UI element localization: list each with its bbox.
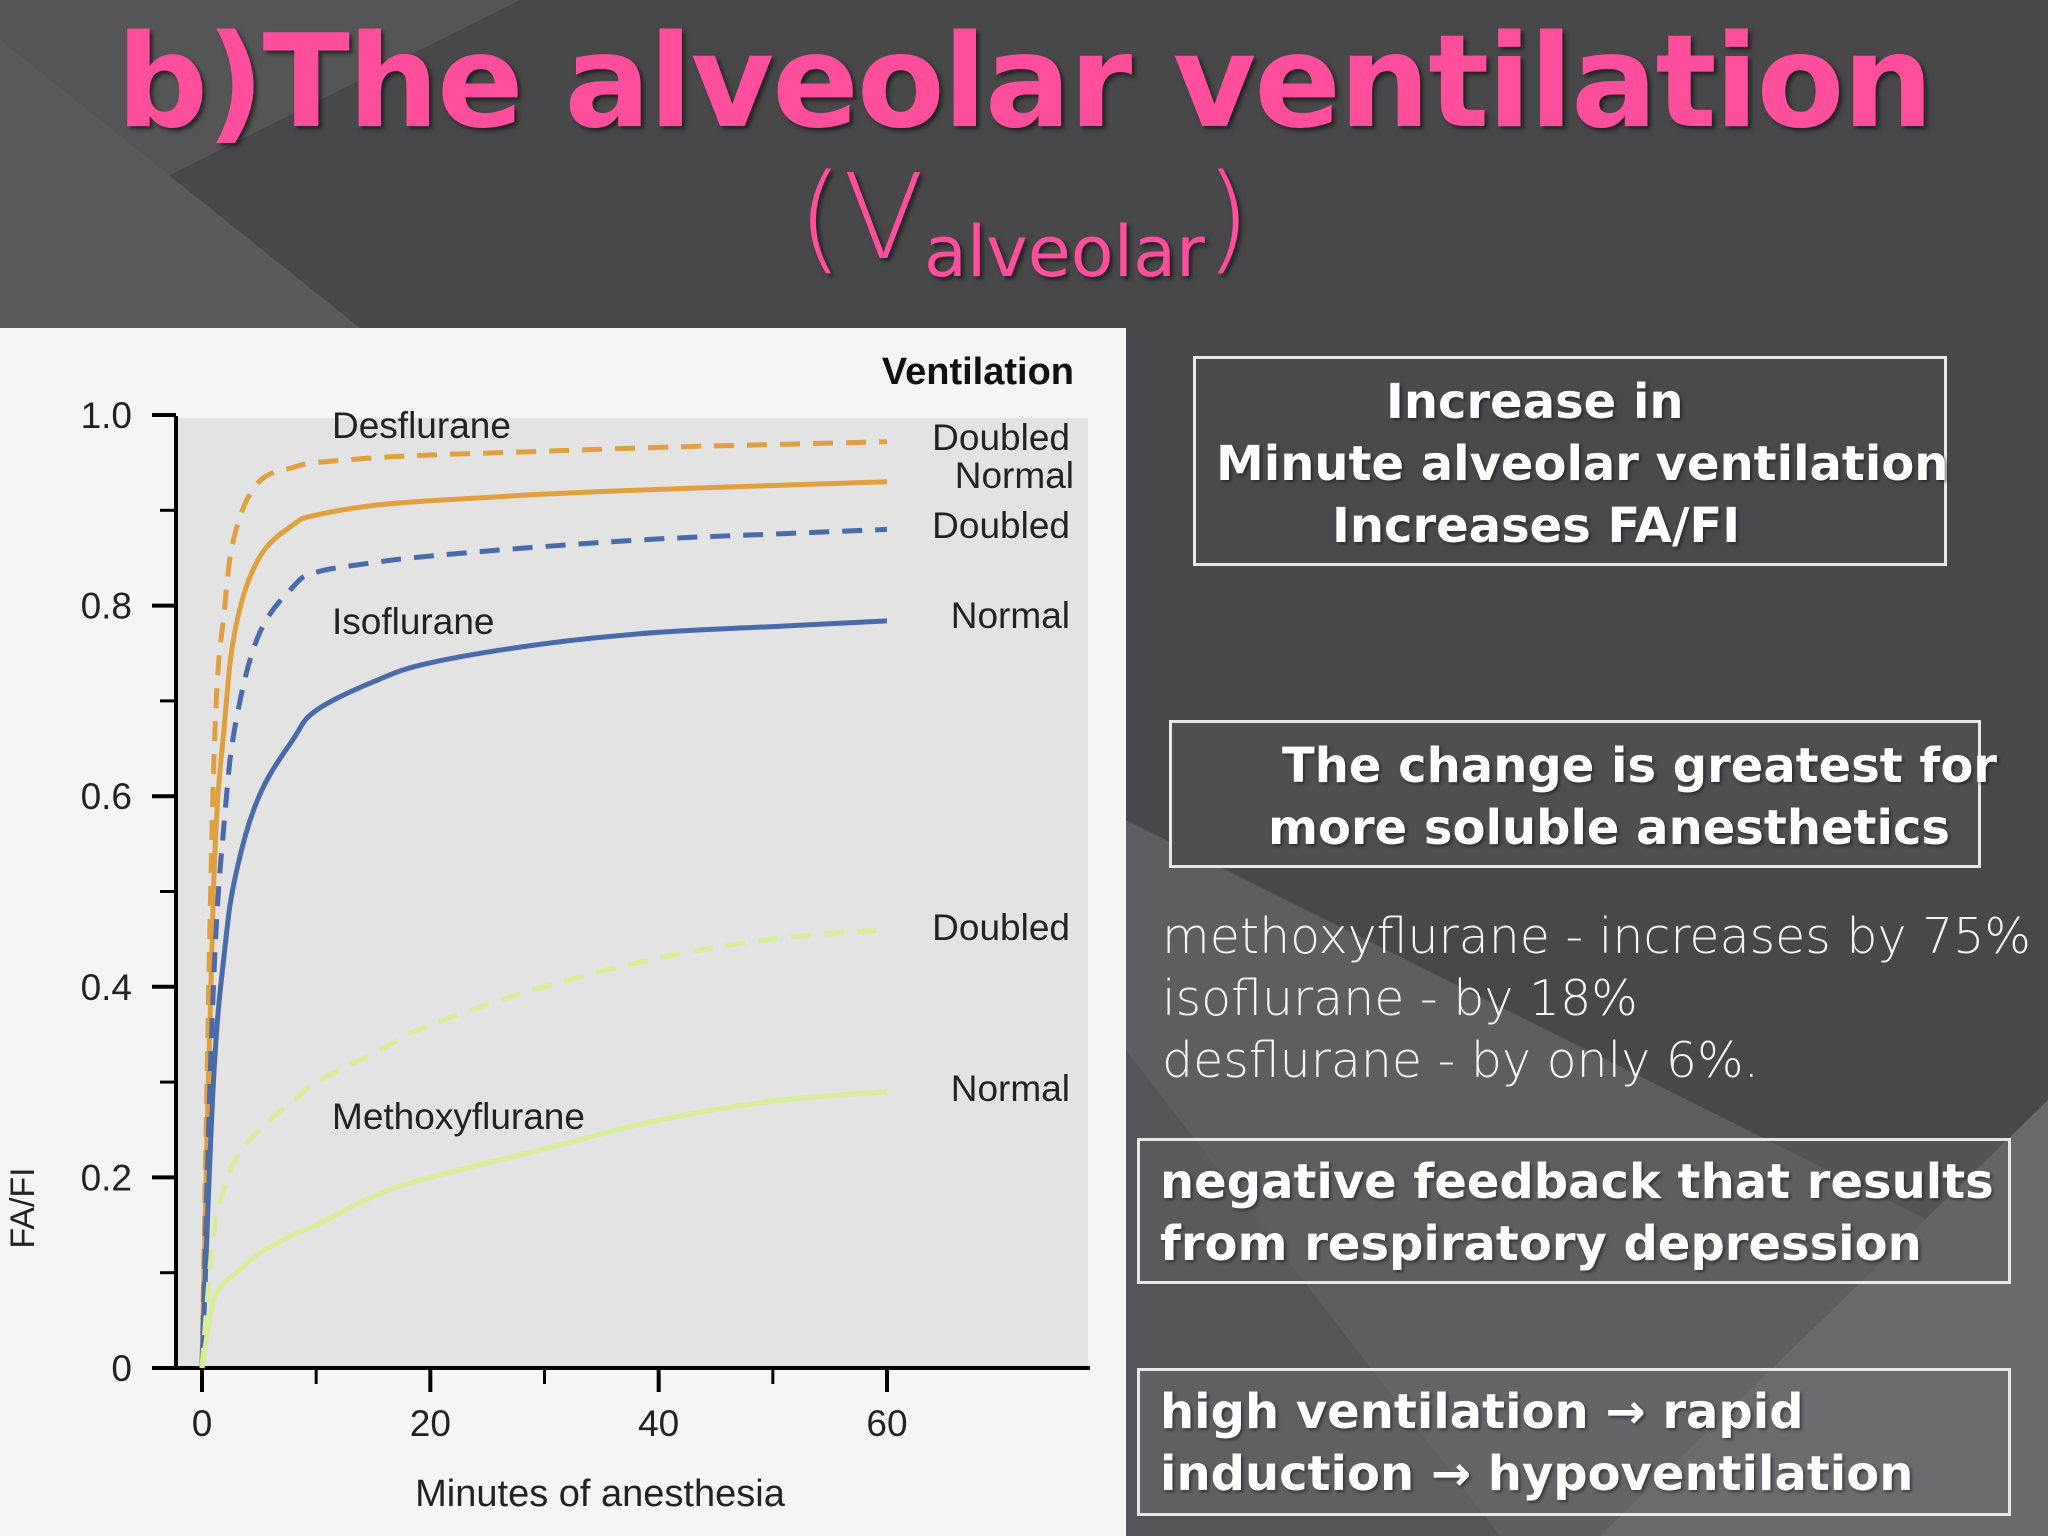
box-ventilation-increase: Increase in Minute alveolar ventilation …	[1193, 356, 1949, 566]
y-axis-label: FA/FI	[4, 1167, 42, 1248]
box-high-ventilation: high ventilation → rapid induction → hyp…	[1137, 1368, 2011, 1516]
drug-label-methoxyflurane: Methoxyflurane	[332, 1096, 585, 1137]
stat-desflurane: desflurane - by only 6%.	[1162, 1032, 1760, 1089]
plot-area	[176, 418, 1088, 1368]
y-tick-label: 0.6	[81, 776, 132, 817]
series-label-desflurane-normal: Normal	[955, 455, 1074, 496]
series-label-isoflurane-doubled: Doubled	[932, 505, 1070, 546]
series-line-isoflurane-normal	[199, 618, 888, 1369]
y-tick-label: 0	[111, 1348, 132, 1389]
stat-methoxyflurane: methoxyflurane - increases by 75%	[1162, 908, 2031, 965]
box4-line2: induction → hypoventilation	[1160, 1446, 1914, 1502]
series-line-desflurane-normal	[199, 479, 888, 1369]
y-tick-label: 0.8	[81, 586, 132, 627]
series-label-desflurane-doubled: Doubled	[932, 417, 1070, 458]
y-tick-label: 0.4	[81, 967, 132, 1008]
chart-panel: 0 0.2 0.4 0.6 0.8 1.0 0 20 40 60 Minutes of anes…	[0, 328, 1126, 1536]
series-layer	[199, 439, 888, 1369]
subtitle-close: )	[1204, 148, 1251, 286]
subtitle-prefix: (V	[797, 148, 924, 286]
box3-line2: from respiratory depression	[1160, 1216, 1922, 1272]
box2-line1: The change is greatest for	[1282, 738, 1997, 794]
x-tick-label: 60	[866, 1403, 907, 1444]
drug-label-isoflurane: Isoflurane	[332, 601, 495, 642]
drug-label-desflurane: Desflurane	[332, 405, 511, 446]
box1-line3: Increases FA/FI	[1332, 498, 1741, 554]
minor-ticks	[160, 508, 775, 1384]
series-line-methoxyflurane-normal	[199, 1089, 888, 1369]
stats-text: methoxyflurane - increases by 75% isoflu…	[1162, 906, 2031, 1092]
y-tick-label: 0.2	[81, 1157, 132, 1198]
x-tick-label: 0	[192, 1403, 213, 1444]
y-tick-label: 1.0	[81, 395, 132, 436]
x-ticks: 0 20 40 60	[192, 1368, 908, 1444]
legend-title: Ventilation	[882, 351, 1074, 393]
series-line-methoxyflurane-doubled	[199, 927, 888, 1369]
series-label-isoflurane-normal: Normal	[951, 595, 1070, 636]
y-ticks: 0 0.2 0.4 0.6 0.8 1.0	[81, 395, 176, 1389]
box4-line1: high ventilation → rapid	[1160, 1384, 1804, 1440]
series-label-methoxyflurane-normal: Normal	[951, 1068, 1070, 1109]
x-axis-label: Minutes of anesthesia	[415, 1473, 786, 1515]
box3-line1: negative feedback that results	[1160, 1154, 1994, 1210]
x-tick-label: 20	[410, 1403, 451, 1444]
box1-line1: Increase in	[1386, 374, 1684, 430]
slide-subtitle: (Valveolar)	[0, 148, 2048, 293]
series-line-desflurane-doubled	[199, 439, 888, 1369]
slide-title: b)The alveolar ventilation	[116, 8, 1933, 157]
box-negative-feedback: negative feedback that results from resp…	[1137, 1138, 2011, 1284]
chart: 0 0.2 0.4 0.6 0.8 1.0 0 20 40 60 Minutes of anes…	[4, 351, 1090, 1515]
box2-line2: more soluble anesthetics	[1268, 800, 1950, 856]
subtitle-subscript: alveolar	[923, 211, 1205, 293]
stat-isoflurane: isoflurane - by 18%	[1162, 970, 1638, 1027]
series-line-isoflurane-doubled	[199, 526, 888, 1369]
box1-line2: Minute alveolar ventilation	[1216, 436, 1949, 492]
x-tick-label: 40	[638, 1403, 679, 1444]
series-label-methoxyflurane-doubled: Doubled	[932, 907, 1070, 948]
box-solubility: The change is greatest for more soluble …	[1169, 720, 1997, 868]
